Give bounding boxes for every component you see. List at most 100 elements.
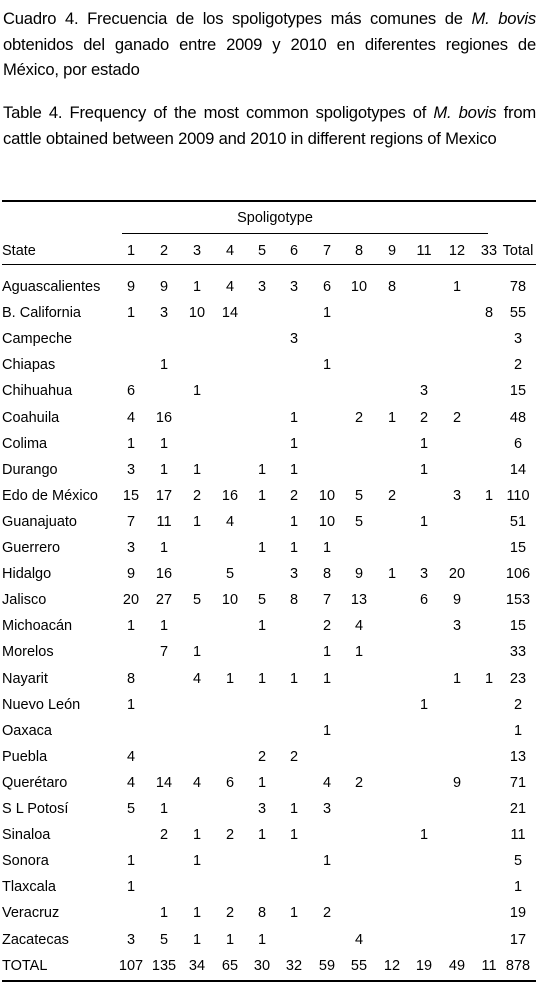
table-cell: 1 bbox=[126, 696, 136, 713]
table-cell: 51 bbox=[509, 513, 527, 530]
column-header: 33 bbox=[480, 243, 498, 259]
table-cell: 1 bbox=[387, 566, 397, 583]
table-cell: 1 bbox=[322, 853, 332, 870]
table-cell: 4 bbox=[354, 618, 364, 635]
table-cell: 1 bbox=[322, 722, 332, 739]
table-cell: 2 bbox=[452, 409, 462, 426]
table-cell: 71 bbox=[509, 774, 527, 791]
table-cell: 1 bbox=[289, 827, 299, 844]
table-bottom-rule bbox=[2, 980, 536, 982]
column-header: 9 bbox=[387, 243, 397, 259]
table-cell: 1 bbox=[225, 931, 235, 948]
table-cell: 3 bbox=[452, 487, 462, 504]
table-cell: 1 bbox=[159, 435, 169, 452]
column-header: 2 bbox=[159, 243, 169, 259]
caption-spanish: Cuadro 4. Frecuencia de los spoligotypes… bbox=[3, 6, 536, 83]
table-cell: 7 bbox=[126, 513, 136, 530]
row-state-label: Puebla bbox=[2, 748, 48, 765]
table-cell: 3 bbox=[419, 566, 429, 583]
row-state-label: Nuevo León bbox=[2, 696, 81, 713]
table-cell: 10 bbox=[350, 279, 368, 295]
table-cell: 1 bbox=[322, 540, 332, 556]
table-cell: 4 bbox=[225, 279, 235, 295]
table-cell: 16 bbox=[221, 487, 239, 504]
column-header: Total bbox=[502, 243, 534, 259]
table-cell: 1 bbox=[126, 618, 136, 635]
table-cell: 10 bbox=[188, 305, 206, 322]
row-state-label: Zacatecas bbox=[2, 931, 69, 948]
spoligotype-span-header: Spoligotype bbox=[237, 210, 313, 226]
table-cell: 19 bbox=[415, 957, 433, 974]
table-cell: 107 bbox=[118, 957, 144, 974]
table-cell: 8 bbox=[322, 566, 332, 583]
table-cell: 2 bbox=[419, 409, 429, 426]
table-cell: 3 bbox=[322, 801, 332, 817]
row-state-label: Chiapas bbox=[2, 357, 56, 374]
table-cell: 1 bbox=[289, 905, 299, 922]
table-cell: 3 bbox=[513, 331, 523, 348]
table-cell: 1 bbox=[126, 879, 136, 896]
table-cell: 2 bbox=[513, 696, 523, 713]
table-cell: 9 bbox=[452, 592, 462, 609]
table-cell: 2 bbox=[225, 905, 235, 922]
table-cell: 2 bbox=[354, 409, 364, 426]
table-cell: 2 bbox=[322, 905, 332, 922]
table-cell: 49 bbox=[448, 957, 466, 974]
table-cell: 2 bbox=[257, 748, 267, 765]
table-cell: 4 bbox=[126, 774, 136, 791]
caption-es-species: M. bovis bbox=[471, 9, 537, 28]
table-cell: 5 bbox=[159, 931, 169, 948]
table-cell: 11 bbox=[481, 957, 497, 974]
table-cell: 153 bbox=[505, 592, 531, 609]
table-cell: 14 bbox=[509, 461, 527, 478]
table-cell: 8 bbox=[257, 905, 267, 922]
table-cell: 16 bbox=[155, 409, 173, 426]
table-cell: 1 bbox=[452, 670, 462, 687]
table-cell: 32 bbox=[285, 957, 303, 974]
table-cell: 14 bbox=[155, 774, 173, 791]
table-cell: 5 bbox=[126, 801, 136, 817]
table-cell: 19 bbox=[509, 905, 527, 922]
table-cell: 3 bbox=[419, 383, 429, 400]
table-cell: 20 bbox=[448, 566, 466, 583]
table-cell: 1 bbox=[257, 670, 267, 687]
table-cell: 3 bbox=[289, 279, 299, 295]
row-state-label: TOTAL bbox=[2, 957, 48, 974]
table-cell: 5 bbox=[192, 592, 202, 609]
table-cell: 1 bbox=[289, 540, 299, 556]
table-cell: 13 bbox=[509, 748, 527, 765]
table-cell: 15 bbox=[509, 618, 527, 635]
table-cell: 878 bbox=[505, 957, 531, 974]
table-cell: 9 bbox=[126, 566, 136, 583]
table-cell: 12 bbox=[383, 957, 401, 974]
table-cell: 20 bbox=[122, 592, 140, 609]
table-cell: 3 bbox=[126, 931, 136, 948]
table-cell: 1 bbox=[192, 461, 202, 478]
table-cell: 17 bbox=[509, 931, 527, 948]
table-cell: 1 bbox=[159, 801, 169, 817]
table-cell: 1 bbox=[159, 618, 169, 635]
table-cell: 5 bbox=[225, 566, 235, 583]
table-cell: 5 bbox=[513, 853, 523, 870]
row-state-label: Oaxaca bbox=[2, 722, 52, 739]
caption-es-prefix: Cuadro 4. Frecuencia de los spoligotypes… bbox=[3, 9, 472, 28]
table-cell: 1 bbox=[513, 722, 523, 739]
table-cell: 3 bbox=[289, 566, 299, 583]
table-cell: 4 bbox=[192, 774, 202, 791]
table-cell: 9 bbox=[159, 279, 169, 295]
table-cell: 1 bbox=[289, 513, 299, 530]
table-cell: 1 bbox=[192, 383, 202, 400]
table-cell: 1 bbox=[419, 827, 429, 844]
table-cell: 1 bbox=[257, 487, 267, 504]
table-top-rule bbox=[2, 200, 536, 202]
row-state-label: Querétaro bbox=[2, 774, 68, 791]
table-cell: 1 bbox=[322, 670, 332, 687]
table-cell: 1 bbox=[192, 513, 202, 530]
table-cell: 1 bbox=[354, 644, 364, 661]
table-cell: 2 bbox=[159, 827, 169, 844]
column-header: 6 bbox=[289, 243, 299, 259]
table-cell: 3 bbox=[257, 279, 267, 295]
table-cell: 1 bbox=[159, 905, 169, 922]
row-state-label: Hidalgo bbox=[2, 566, 52, 583]
table-cell: 11 bbox=[510, 827, 526, 844]
